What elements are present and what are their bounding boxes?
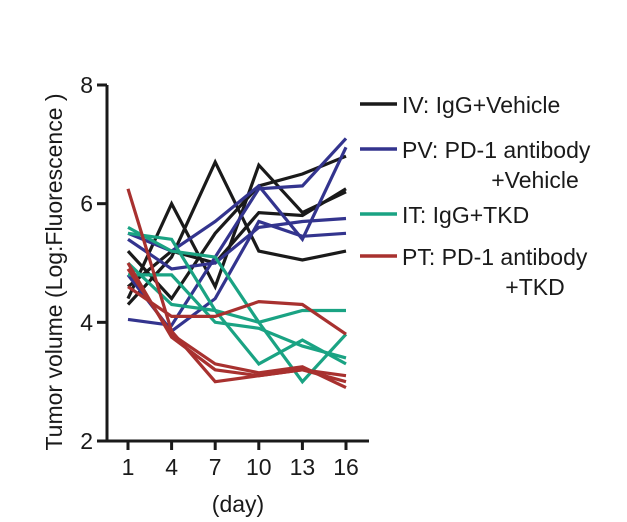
axes: 2 4 6 8 1 4 7 10 13 16 [80,72,369,480]
series-line [127,285,347,336]
series-line [126,187,347,288]
y-tick-label: 6 [80,191,93,217]
legend-item: IT: IgG+TKD [360,202,529,228]
legend-label: +Vehicle [491,167,579,193]
legend-item: PV: PD-1 antibody +Vehicle [360,137,591,193]
series-line [126,158,347,306]
x-tick-label: 1 [122,454,135,480]
x-tick-label: 4 [165,454,178,480]
series-group [126,225,348,385]
series-line [127,231,347,366]
y-axis-label: Tumor volume (Log:Fluorescence ) [41,93,67,450]
series-line [127,225,348,385]
y-tick-label: 8 [80,72,93,98]
series-line [126,262,347,384]
y-tick-label: 2 [80,428,93,454]
legend-label: PV: PD-1 antibody [402,137,591,163]
series-line [127,216,347,271]
y-ticks: 2 4 6 8 [80,72,107,454]
x-tick-label: 13 [290,454,316,480]
legend-label: +TKD [505,274,564,300]
x-tick-label: 16 [333,454,359,480]
legend-item: PT: PD-1 antibody +TKD [360,244,588,300]
x-axis-label: (day) [212,491,264,517]
series-line [126,154,347,302]
y-tick-label: 4 [80,309,93,335]
series-line [126,162,347,300]
x-ticks: 1 4 7 10 13 16 [122,441,359,480]
legend: IV: IgG+Vehicle PV: PD-1 antibody +Vehicle… [360,92,591,300]
series-group [126,154,347,306]
legend-label: PT: PD-1 antibody [402,244,588,270]
legend-label: IT: IgG+TKD [402,202,529,228]
x-tick-label: 10 [246,454,272,480]
series-group [126,137,348,334]
legend-label: IV: IgG+Vehicle [402,92,560,118]
series-group [126,188,347,390]
series-line [128,273,347,360]
legend-item: IV: IgG+Vehicle [360,92,560,118]
series-layer [126,137,348,390]
x-tick-label: 7 [209,454,222,480]
